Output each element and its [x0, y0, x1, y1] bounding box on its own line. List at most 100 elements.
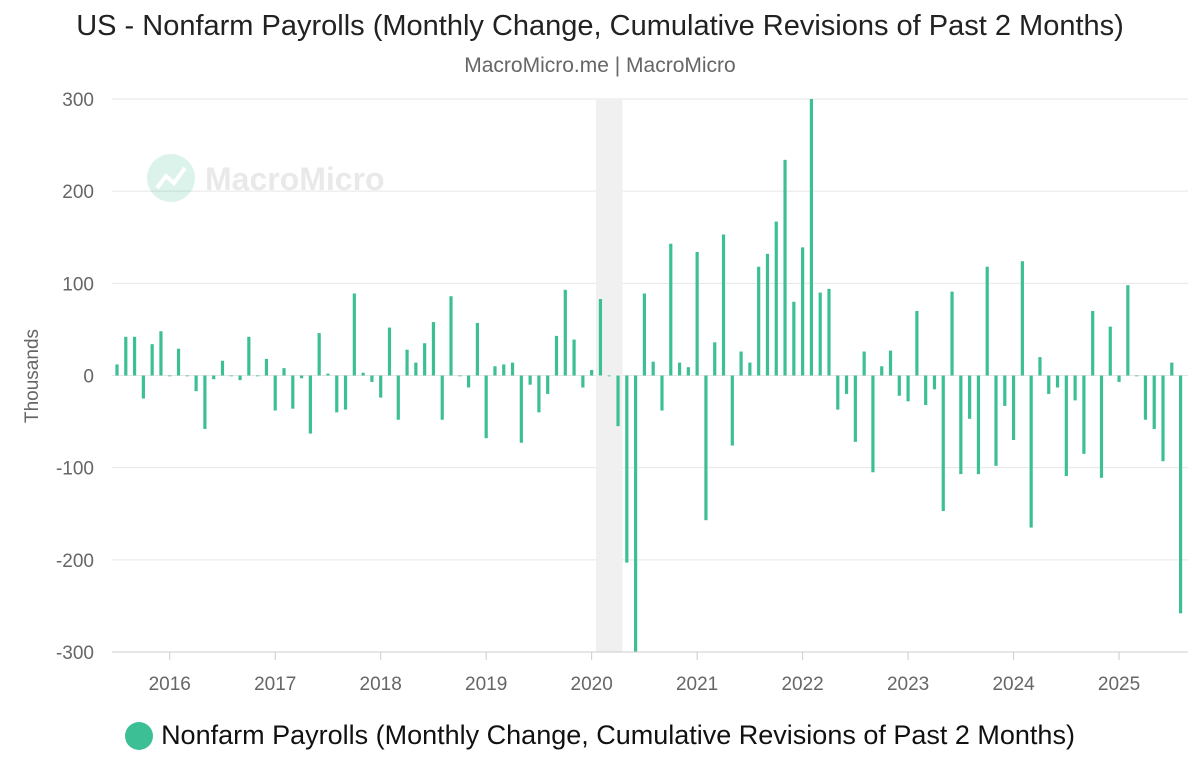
bar[interactable]	[387, 327, 392, 376]
bar[interactable]	[757, 266, 761, 376]
bar[interactable]	[862, 351, 866, 376]
bar[interactable]	[581, 375, 585, 388]
bar[interactable]	[405, 349, 409, 376]
bar[interactable]	[818, 292, 822, 376]
bar[interactable]	[1135, 375, 1139, 377]
bar[interactable]	[1178, 375, 1183, 614]
bar[interactable]	[941, 375, 945, 511]
bar[interactable]	[669, 243, 673, 376]
bar[interactable]	[537, 375, 541, 413]
bar[interactable]	[132, 336, 137, 376]
bar[interactable]	[642, 293, 646, 376]
bar[interactable]	[915, 310, 919, 376]
bar[interactable]	[932, 375, 937, 390]
bar[interactable]	[1038, 357, 1042, 376]
bar[interactable]	[185, 375, 189, 377]
bar[interactable]	[554, 335, 559, 376]
bar[interactable]	[440, 375, 444, 420]
bar[interactable]	[625, 375, 629, 563]
bar[interactable]	[844, 375, 849, 394]
bar[interactable]	[141, 375, 145, 399]
bar[interactable]	[1055, 375, 1060, 388]
bar[interactable]	[273, 375, 277, 411]
bar[interactable]	[168, 375, 172, 377]
bar[interactable]	[1126, 285, 1130, 376]
bar[interactable]	[1143, 375, 1148, 420]
bar[interactable]	[317, 333, 321, 376]
bar[interactable]	[458, 375, 462, 377]
bar[interactable]	[449, 296, 453, 376]
bar[interactable]	[660, 375, 664, 411]
legend[interactable]: Nonfarm Payrolls (Monthly Change, Cumula…	[0, 720, 1200, 751]
bar[interactable]	[1011, 375, 1016, 441]
bar[interactable]	[563, 289, 567, 376]
bar[interactable]	[607, 375, 611, 377]
bar[interactable]	[256, 375, 260, 377]
bar[interactable]	[519, 375, 523, 443]
bar[interactable]	[124, 336, 128, 376]
bar[interactable]	[959, 375, 963, 475]
bar[interactable]	[853, 375, 857, 442]
bar[interactable]	[572, 339, 576, 376]
bar[interactable]	[528, 375, 532, 385]
bar[interactable]	[299, 375, 304, 379]
bar[interactable]	[282, 368, 286, 376]
bar[interactable]	[1099, 375, 1104, 478]
bar[interactable]	[546, 375, 550, 394]
bar[interactable]	[335, 375, 339, 413]
bar[interactable]	[1091, 310, 1095, 376]
bar[interactable]	[423, 343, 427, 376]
bar[interactable]	[1117, 375, 1121, 382]
bar[interactable]	[730, 375, 734, 446]
bar[interactable]	[475, 322, 479, 376]
bar[interactable]	[809, 99, 814, 376]
bar[interactable]	[897, 375, 901, 396]
bar[interactable]	[431, 322, 436, 376]
bar[interactable]	[414, 362, 418, 376]
bar[interactable]	[1020, 261, 1024, 376]
bar[interactable]	[976, 375, 981, 475]
bar[interactable]	[598, 299, 603, 376]
bar[interactable]	[343, 375, 348, 410]
bar[interactable]	[159, 331, 163, 376]
bar[interactable]	[212, 375, 216, 380]
bar[interactable]	[924, 375, 928, 405]
bar[interactable]	[994, 375, 998, 466]
bar[interactable]	[238, 375, 242, 381]
bar[interactable]	[827, 288, 831, 376]
bar[interactable]	[765, 253, 770, 376]
bar[interactable]	[906, 375, 910, 402]
bar[interactable]	[1170, 362, 1174, 376]
bar[interactable]	[968, 375, 972, 419]
bar[interactable]	[888, 350, 893, 376]
bar[interactable]	[352, 293, 356, 376]
bar[interactable]	[326, 373, 330, 376]
bar[interactable]	[220, 360, 225, 376]
bar[interactable]	[616, 375, 620, 427]
bar[interactable]	[686, 367, 690, 376]
bar[interactable]	[150, 344, 154, 376]
bar[interactable]	[308, 375, 312, 434]
bar[interactable]	[748, 362, 752, 376]
bar[interactable]	[1073, 375, 1077, 401]
bar[interactable]	[1161, 375, 1165, 462]
bar[interactable]	[396, 375, 400, 420]
bar[interactable]	[203, 375, 207, 429]
bar[interactable]	[361, 372, 365, 376]
bar[interactable]	[510, 362, 515, 376]
bar[interactable]	[704, 375, 708, 521]
bar[interactable]	[721, 234, 726, 376]
bar[interactable]	[871, 375, 875, 473]
bar[interactable]	[264, 358, 269, 376]
bar[interactable]	[634, 375, 638, 653]
bar[interactable]	[774, 221, 778, 376]
bar[interactable]	[1064, 375, 1068, 476]
bar[interactable]	[194, 375, 198, 392]
bar[interactable]	[1108, 326, 1112, 376]
bar[interactable]	[379, 375, 383, 398]
bar[interactable]	[1029, 375, 1033, 528]
bar[interactable]	[590, 369, 594, 376]
bar[interactable]	[247, 336, 251, 376]
bar[interactable]	[370, 375, 374, 382]
bar[interactable]	[1082, 375, 1086, 454]
